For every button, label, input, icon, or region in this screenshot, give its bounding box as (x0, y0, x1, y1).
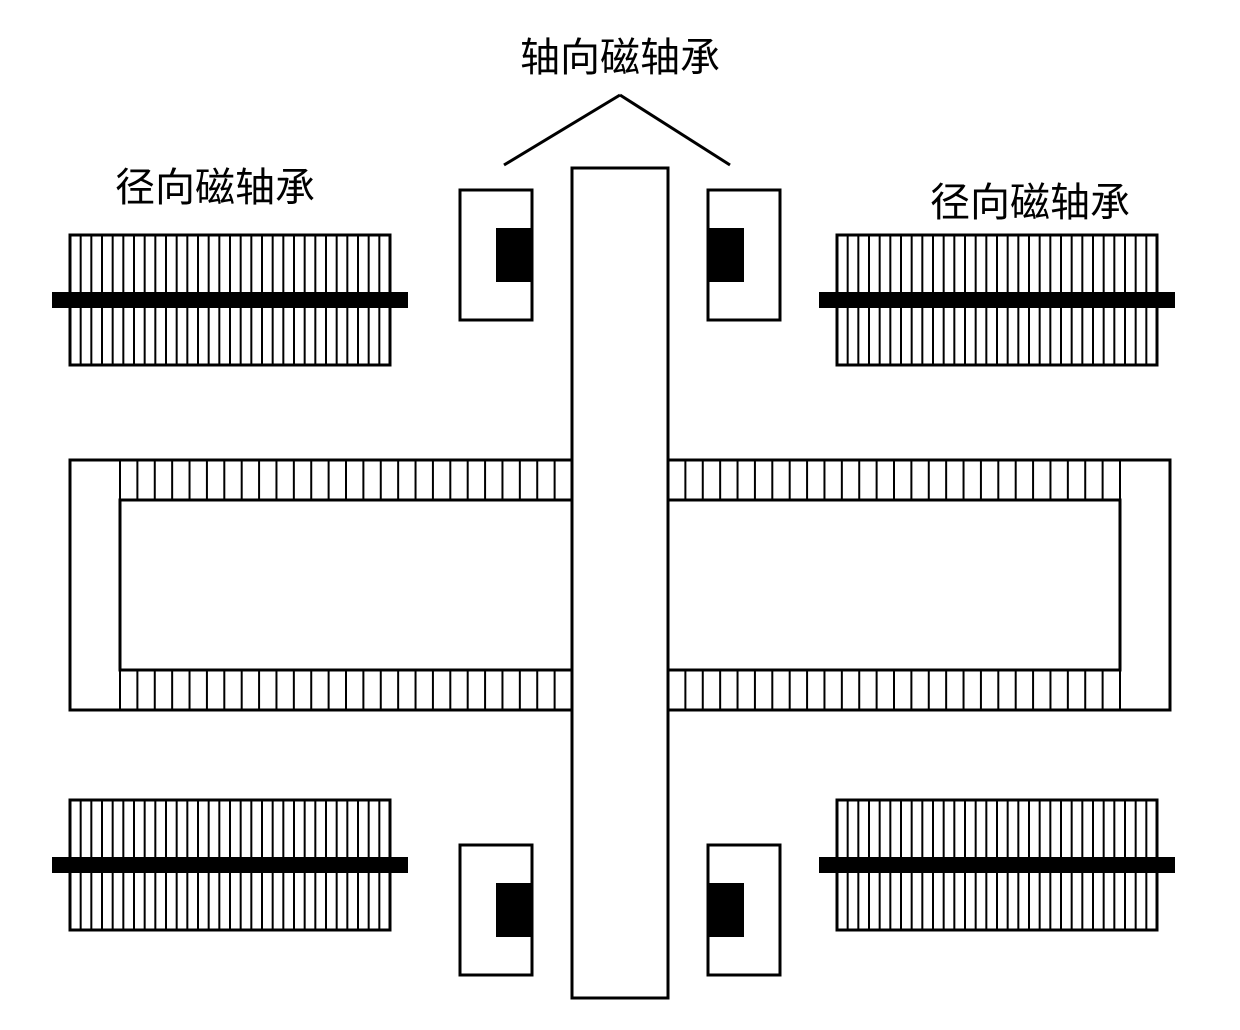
diagram-canvas: 轴向磁轴承 径向磁轴承 径向磁轴承 (0, 0, 1240, 1030)
central-shaft-top (572, 168, 668, 998)
diagram-svg (0, 0, 1240, 1030)
axial-bearing-inner (496, 228, 532, 282)
axial-bearing-inner (708, 883, 744, 937)
axial-bearing-inner (496, 883, 532, 937)
axial-bearing-inner (708, 228, 744, 282)
